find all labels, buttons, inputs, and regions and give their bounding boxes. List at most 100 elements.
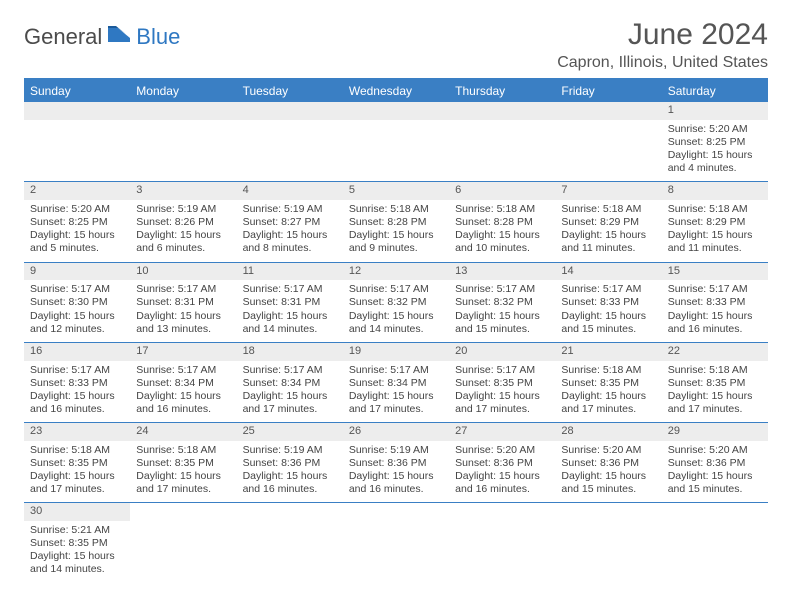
daylight-line: Daylight: 15 hours and 17 minutes.	[561, 390, 655, 416]
sunset-line: Sunset: 8:31 PM	[243, 296, 337, 309]
sunrise-line: Sunrise: 5:17 AM	[349, 364, 443, 377]
sunset-line: Sunset: 8:32 PM	[349, 296, 443, 309]
day-number: 4	[237, 182, 343, 200]
day-cell: 18Sunrise: 5:17 AMSunset: 8:34 PMDayligh…	[237, 343, 343, 422]
daylight-line: Daylight: 15 hours and 16 minutes.	[30, 390, 124, 416]
daylight-line: Daylight: 15 hours and 17 minutes.	[455, 390, 549, 416]
sunset-line: Sunset: 8:32 PM	[455, 296, 549, 309]
day-cell: 24Sunrise: 5:18 AMSunset: 8:35 PMDayligh…	[130, 423, 236, 502]
daylight-line: Daylight: 15 hours and 15 minutes.	[455, 310, 549, 336]
sunset-line: Sunset: 8:34 PM	[349, 377, 443, 390]
sunset-line: Sunset: 8:35 PM	[455, 377, 549, 390]
day-cell	[555, 503, 661, 582]
day-number: 26	[343, 423, 449, 441]
daylight-line: Daylight: 15 hours and 12 minutes.	[30, 310, 124, 336]
daylight-line: Daylight: 15 hours and 16 minutes.	[136, 390, 230, 416]
day-cell	[130, 503, 236, 582]
daylight-line: Daylight: 15 hours and 16 minutes.	[455, 470, 549, 496]
day-number: 18	[237, 343, 343, 361]
logo-flag-icon	[108, 26, 134, 49]
day-cell: 20Sunrise: 5:17 AMSunset: 8:35 PMDayligh…	[449, 343, 555, 422]
week-row: 16Sunrise: 5:17 AMSunset: 8:33 PMDayligh…	[24, 343, 768, 423]
sunrise-line: Sunrise: 5:20 AM	[30, 203, 124, 216]
weekday-header: Thursday	[449, 80, 555, 102]
daylight-line: Daylight: 15 hours and 8 minutes.	[243, 229, 337, 255]
day-cell: 8 Sunrise: 5:18 AMSunset: 8:29 PMDaylight…	[662, 182, 768, 261]
day-cell	[24, 102, 130, 181]
day-number: 7	[555, 182, 661, 200]
day-cell: 12Sunrise: 5:17 AMSunset: 8:32 PMDayligh…	[343, 263, 449, 342]
weekday-header: Friday	[555, 80, 661, 102]
weekday-header: Sunday	[24, 80, 130, 102]
day-cell: 21Sunrise: 5:18 AMSunset: 8:35 PMDayligh…	[555, 343, 661, 422]
daylight-line: Daylight: 15 hours and 16 minutes.	[243, 470, 337, 496]
day-number: 5	[343, 182, 449, 200]
day-cell	[130, 102, 236, 181]
day-number: 8	[662, 182, 768, 200]
sunrise-line: Sunrise: 5:18 AM	[668, 203, 762, 216]
day-number: 6	[449, 182, 555, 200]
day-cell: 5Sunrise: 5:18 AMSunset: 8:28 PMDaylight…	[343, 182, 449, 261]
day-cell: 25Sunrise: 5:19 AMSunset: 8:36 PMDayligh…	[237, 423, 343, 502]
day-cell: 27Sunrise: 5:20 AMSunset: 8:36 PMDayligh…	[449, 423, 555, 502]
sunrise-line: Sunrise: 5:20 AM	[561, 444, 655, 457]
day-cell	[449, 102, 555, 181]
calendar: SundayMondayTuesdayWednesdayThursdayFrid…	[24, 78, 768, 583]
daylight-line: Daylight: 15 hours and 9 minutes.	[349, 229, 443, 255]
day-number: 13	[449, 263, 555, 281]
sunset-line: Sunset: 8:36 PM	[349, 457, 443, 470]
day-number: 23	[24, 423, 130, 441]
empty-day-bar	[130, 102, 236, 120]
day-number: 16	[24, 343, 130, 361]
daylight-line: Daylight: 15 hours and 4 minutes.	[668, 149, 762, 175]
weekday-header: Saturday	[662, 80, 768, 102]
day-cell: 29Sunrise: 5:20 AMSunset: 8:36 PMDayligh…	[662, 423, 768, 502]
day-number: 14	[555, 263, 661, 281]
day-cell: 4Sunrise: 5:19 AMSunset: 8:27 PMDaylight…	[237, 182, 343, 261]
daylight-line: Daylight: 15 hours and 13 minutes.	[136, 310, 230, 336]
daylight-line: Daylight: 15 hours and 14 minutes.	[349, 310, 443, 336]
day-cell	[237, 102, 343, 181]
sunrise-line: Sunrise: 5:17 AM	[136, 283, 230, 296]
day-cell: 1Sunrise: 5:20 AMSunset: 8:25 PMDaylight…	[662, 102, 768, 181]
day-number: 15	[662, 263, 768, 281]
day-cell	[343, 102, 449, 181]
day-cell: 30Sunrise: 5:21 AMSunset: 8:35 PMDayligh…	[24, 503, 130, 582]
day-number: 27	[449, 423, 555, 441]
sunrise-line: Sunrise: 5:17 AM	[668, 283, 762, 296]
day-number: 22	[662, 343, 768, 361]
sunrise-line: Sunrise: 5:19 AM	[349, 444, 443, 457]
location: Capron, Illinois, United States	[557, 54, 768, 72]
title-block: June 2024 Capron, Illinois, United State…	[557, 18, 768, 72]
day-number: 19	[343, 343, 449, 361]
day-number: 17	[130, 343, 236, 361]
week-row: 23Sunrise: 5:18 AMSunset: 8:35 PMDayligh…	[24, 423, 768, 503]
day-number: 3	[130, 182, 236, 200]
day-number: 9	[24, 263, 130, 281]
sunset-line: Sunset: 8:35 PM	[668, 377, 762, 390]
sunrise-line: Sunrise: 5:21 AM	[30, 524, 124, 537]
weekday-header: Tuesday	[237, 80, 343, 102]
daylight-line: Daylight: 15 hours and 17 minutes.	[136, 470, 230, 496]
empty-day-bar	[555, 102, 661, 120]
sunrise-line: Sunrise: 5:18 AM	[30, 444, 124, 457]
week-row: 1Sunrise: 5:20 AMSunset: 8:25 PMDaylight…	[24, 102, 768, 182]
daylight-line: Daylight: 15 hours and 14 minutes.	[243, 310, 337, 336]
daylight-line: Daylight: 15 hours and 11 minutes.	[668, 229, 762, 255]
sunset-line: Sunset: 8:33 PM	[30, 377, 124, 390]
day-cell: 14Sunrise: 5:17 AMSunset: 8:33 PMDayligh…	[555, 263, 661, 342]
day-cell	[449, 503, 555, 582]
day-cell	[343, 503, 449, 582]
weekday-header: Monday	[130, 80, 236, 102]
sunrise-line: Sunrise: 5:18 AM	[561, 203, 655, 216]
sunrise-line: Sunrise: 5:17 AM	[455, 364, 549, 377]
sunrise-line: Sunrise: 5:19 AM	[136, 203, 230, 216]
sunrise-line: Sunrise: 5:17 AM	[243, 283, 337, 296]
daylight-line: Daylight: 15 hours and 16 minutes.	[349, 470, 443, 496]
week-row: 2Sunrise: 5:20 AMSunset: 8:25 PMDaylight…	[24, 182, 768, 262]
sunset-line: Sunset: 8:33 PM	[668, 296, 762, 309]
day-cell: 11Sunrise: 5:17 AMSunset: 8:31 PMDayligh…	[237, 263, 343, 342]
day-cell: 23Sunrise: 5:18 AMSunset: 8:35 PMDayligh…	[24, 423, 130, 502]
sunset-line: Sunset: 8:29 PM	[668, 216, 762, 229]
sunset-line: Sunset: 8:35 PM	[136, 457, 230, 470]
